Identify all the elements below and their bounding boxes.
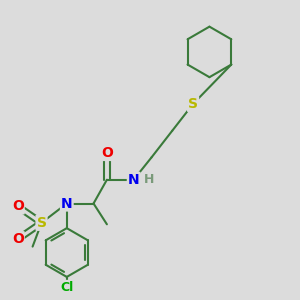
Text: Cl: Cl [60,281,74,294]
Text: O: O [12,200,24,214]
Text: N: N [61,196,73,211]
Text: O: O [12,232,24,246]
Text: O: O [101,146,113,160]
Text: S: S [37,216,46,230]
Text: S: S [188,97,198,111]
Text: N: N [128,173,140,187]
Text: H: H [144,173,154,186]
